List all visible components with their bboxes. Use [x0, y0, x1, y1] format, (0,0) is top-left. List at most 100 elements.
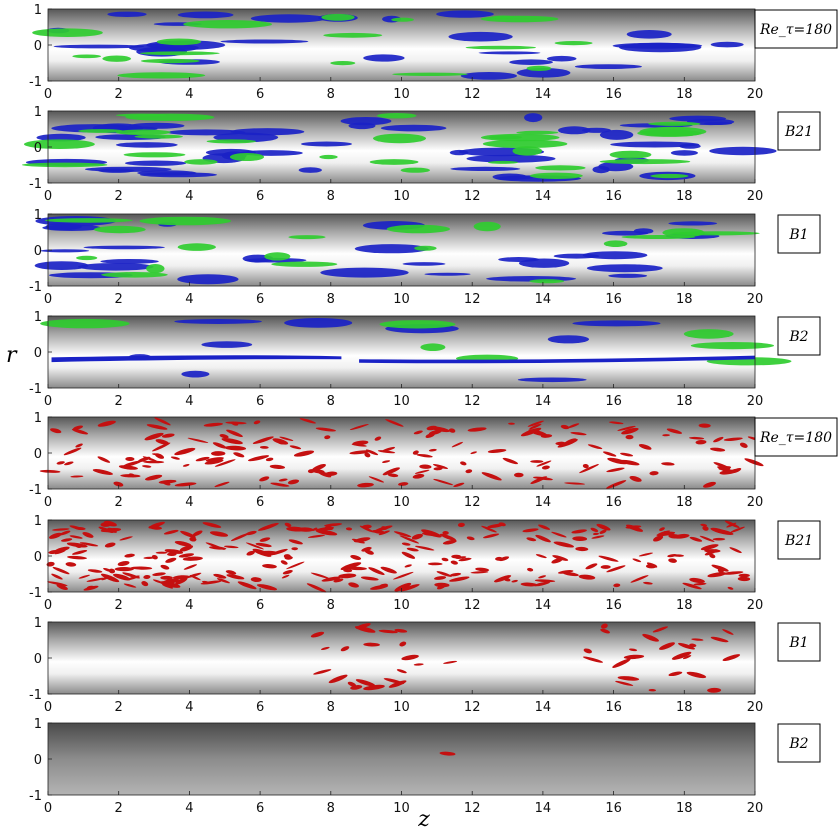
green-structure — [117, 72, 206, 79]
red-structure — [189, 574, 201, 581]
y-tick-label: -1 — [29, 789, 42, 804]
red-structure — [124, 553, 135, 558]
red-structure — [230, 532, 250, 542]
green-structure — [206, 139, 256, 144]
red-structure — [152, 442, 171, 452]
red-structure — [86, 577, 106, 582]
red-structure — [382, 460, 391, 463]
x-tick-label: 12 — [464, 801, 481, 816]
red-structure — [287, 479, 300, 485]
red-structure — [722, 654, 741, 662]
red-structure — [744, 458, 764, 467]
y-tick-label: 0 — [34, 141, 42, 156]
red-structure — [590, 527, 599, 533]
red-structure — [282, 570, 293, 575]
blue-structure — [139, 172, 218, 178]
blue-structure — [181, 370, 210, 378]
blue-structure — [100, 259, 159, 264]
red-structure — [146, 424, 168, 430]
red-structure — [252, 436, 274, 444]
blue-structure — [449, 149, 469, 156]
red-structure — [668, 558, 677, 563]
green-structure — [45, 218, 133, 223]
red-structure — [225, 570, 237, 575]
red-structure — [245, 530, 257, 536]
red-structure — [520, 582, 538, 587]
red-structure — [209, 546, 227, 550]
red-structure — [449, 576, 470, 582]
red-structure — [689, 577, 705, 584]
red-structure — [638, 552, 654, 557]
red-structure — [613, 583, 621, 588]
red-structure — [70, 475, 84, 478]
red-structure — [104, 542, 116, 548]
x-tick-label: 20 — [747, 292, 764, 307]
red-structure — [189, 537, 197, 542]
red-structure — [72, 549, 88, 555]
pipe-surface — [48, 723, 755, 795]
green-structure — [373, 133, 426, 144]
red-structure — [379, 583, 388, 587]
red-structure — [219, 434, 229, 439]
x-tick-label: 4 — [185, 292, 193, 307]
y-tick-label: -1 — [29, 177, 42, 192]
red-structure — [71, 428, 89, 435]
red-structure — [406, 547, 419, 552]
red-structure — [439, 751, 456, 756]
red-structure — [571, 529, 587, 534]
red-structure — [712, 537, 726, 541]
green-structure — [146, 264, 165, 274]
red-structure — [247, 455, 270, 462]
red-structure — [603, 451, 617, 457]
blue-structure — [478, 51, 541, 55]
red-structure — [120, 474, 141, 478]
red-structure — [693, 582, 707, 586]
red-structure — [645, 563, 657, 569]
red-structure — [704, 549, 721, 553]
y-tick-label: 0 — [34, 244, 42, 259]
red-structure — [441, 557, 449, 562]
x-tick-label: 14 — [535, 495, 552, 510]
red-structure — [451, 441, 464, 448]
x-tick-label: 20 — [747, 394, 764, 409]
x-tick-label: 16 — [605, 87, 622, 102]
x-tick-label: 12 — [464, 394, 481, 409]
structures — [439, 751, 456, 756]
blue-structure — [553, 253, 600, 259]
x-tick-label: 18 — [676, 189, 693, 204]
red-structure — [72, 425, 84, 430]
red-structure — [377, 450, 396, 454]
red-structure — [364, 549, 374, 555]
blue-structure — [220, 39, 309, 44]
red-structure — [306, 583, 327, 593]
x-tick-label: 8 — [327, 189, 335, 204]
red-structure — [255, 542, 272, 548]
blue-structure — [301, 141, 352, 147]
red-structure — [209, 531, 229, 537]
red-structure — [620, 452, 634, 457]
blue-structure — [450, 166, 521, 171]
green-structure — [650, 173, 689, 179]
red-structure — [321, 576, 341, 582]
green-structure — [115, 113, 167, 117]
x-tick-label: 18 — [676, 495, 693, 510]
case-label: Re_τ=180 — [759, 22, 832, 38]
x-tick-label: 4 — [185, 189, 193, 204]
red-structure — [221, 437, 243, 445]
red-structure — [257, 522, 279, 531]
red-structure — [632, 558, 642, 563]
x-tick-label: 10 — [393, 495, 410, 510]
red-structure — [257, 550, 277, 554]
green-structure — [264, 252, 291, 261]
y-tick-label: 0 — [34, 652, 42, 667]
red-structure — [363, 642, 380, 647]
red-structure — [382, 467, 400, 476]
red-structure — [619, 459, 640, 466]
x-tick-label: 4 — [185, 87, 193, 102]
red-structure — [671, 651, 692, 660]
red-structure — [432, 464, 449, 469]
red-structure — [357, 482, 374, 488]
red-structure — [625, 524, 644, 532]
